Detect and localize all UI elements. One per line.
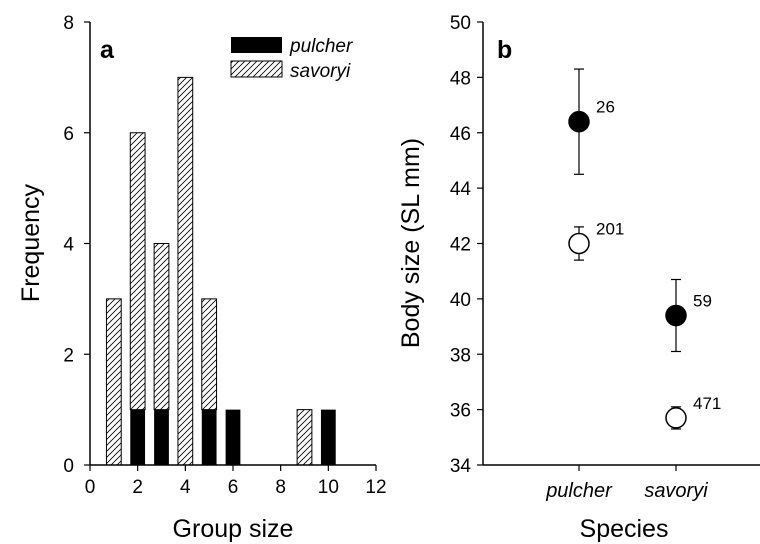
- panel-a-y-tick-label: 4: [63, 235, 74, 256]
- bar-pulcher: [130, 409, 146, 465]
- panel-b-y-tick-label: 34: [450, 456, 472, 477]
- panel-a-x-tick-label: 12: [365, 477, 386, 498]
- bar-pulcher: [320, 409, 336, 465]
- panel-a-x-tick-label: 10: [318, 477, 339, 498]
- panel-b-category-label: pulcher: [545, 480, 613, 502]
- panel-b-x-categories: pulcher savoryi: [545, 465, 708, 502]
- panel-b-y-tick-label: 36: [450, 401, 471, 422]
- point-sample-size-label: 471: [693, 394, 721, 413]
- legend-swatch-pulcher: [231, 37, 282, 53]
- data-point: [568, 232, 590, 255]
- legend-label-savoryi: savoryi: [290, 61, 351, 82]
- panel-a-x-ticks: 0 2 4 6 8 10 12: [85, 465, 387, 498]
- bar-pulcher: [154, 409, 169, 465]
- legend-swatch-savoryi: [230, 60, 283, 78]
- panel-b-y-tick-label: 44: [450, 179, 472, 200]
- panel-a-x-tick-label: 4: [180, 477, 191, 498]
- legend-label-pulcher: pulcher: [289, 36, 353, 57]
- panel-a-legend: pulcher savoryi: [230, 36, 353, 82]
- panel-b-letter: b: [497, 36, 512, 64]
- bar-savoryi: [296, 409, 313, 466]
- panel-a-y-ticks: 0 2 4 6 8: [63, 13, 90, 477]
- panel-a-chart: 0 2 4 6 8 10 12 0 2 4 6 8 a Group size Frequency p…: [17, 13, 387, 543]
- panel-a-y-tick-label: 6: [63, 124, 74, 145]
- point-sample-size-label: 201: [596, 220, 624, 239]
- panel-b-y-ticks: 34 36 38 40 42 44 46 48 50: [450, 13, 483, 477]
- panel-a-x-tick-label: 2: [132, 477, 143, 498]
- panel-b-x-axis-title: Species: [580, 515, 669, 543]
- panel-b-y-tick-label: 40: [450, 290, 471, 311]
- panel-a-x-tick-label: 6: [228, 477, 239, 498]
- bar-pulcher: [225, 409, 241, 465]
- bar-savoryi: [177, 76, 194, 466]
- panel-b-y-axis-title: Body size (SL mm): [397, 138, 425, 348]
- data-point: [665, 304, 687, 327]
- panel-a-x-tick-label: 0: [85, 477, 96, 498]
- panel-b-y-tick-label: 38: [450, 345, 471, 366]
- panel-b-chart: 34 36 38 40 42 44 46 48 50 pulcher savoryi 26 201 5…: [397, 13, 760, 543]
- panel-b-points: 26 201 59 471: [568, 68, 721, 430]
- panel-a-letter: a: [100, 36, 115, 64]
- panel-a-x-tick-label: 8: [275, 477, 286, 498]
- panel-a-y-tick-label: 0: [63, 456, 74, 477]
- panel-a-y-tick-label: 2: [63, 345, 74, 366]
- point-sample-size-label: 26: [596, 98, 615, 117]
- point-sample-size-label: 59: [693, 291, 712, 310]
- bar-pulcher: [201, 409, 217, 465]
- panel-b-y-tick-label: 42: [450, 235, 471, 256]
- bar-savoryi: [105, 298, 122, 466]
- data-point: [568, 110, 590, 133]
- bar-savoryi: [153, 243, 170, 411]
- panel-a-bars: [105, 76, 336, 466]
- panel-b-category-label: savoryi: [644, 480, 708, 502]
- bar-savoryi: [129, 132, 146, 411]
- panel-b-y-tick-label: 48: [450, 68, 471, 89]
- panel-a-x-axis-title: Group size: [173, 515, 294, 543]
- panel-a-y-tick-label: 8: [63, 13, 74, 34]
- panel-a-y-axis-title: Frequency: [17, 183, 45, 302]
- bar-savoryi: [201, 298, 218, 411]
- panel-b-y-tick-label: 50: [450, 13, 471, 34]
- panel-b-y-tick-label: 46: [450, 124, 471, 145]
- data-point: [665, 407, 687, 429]
